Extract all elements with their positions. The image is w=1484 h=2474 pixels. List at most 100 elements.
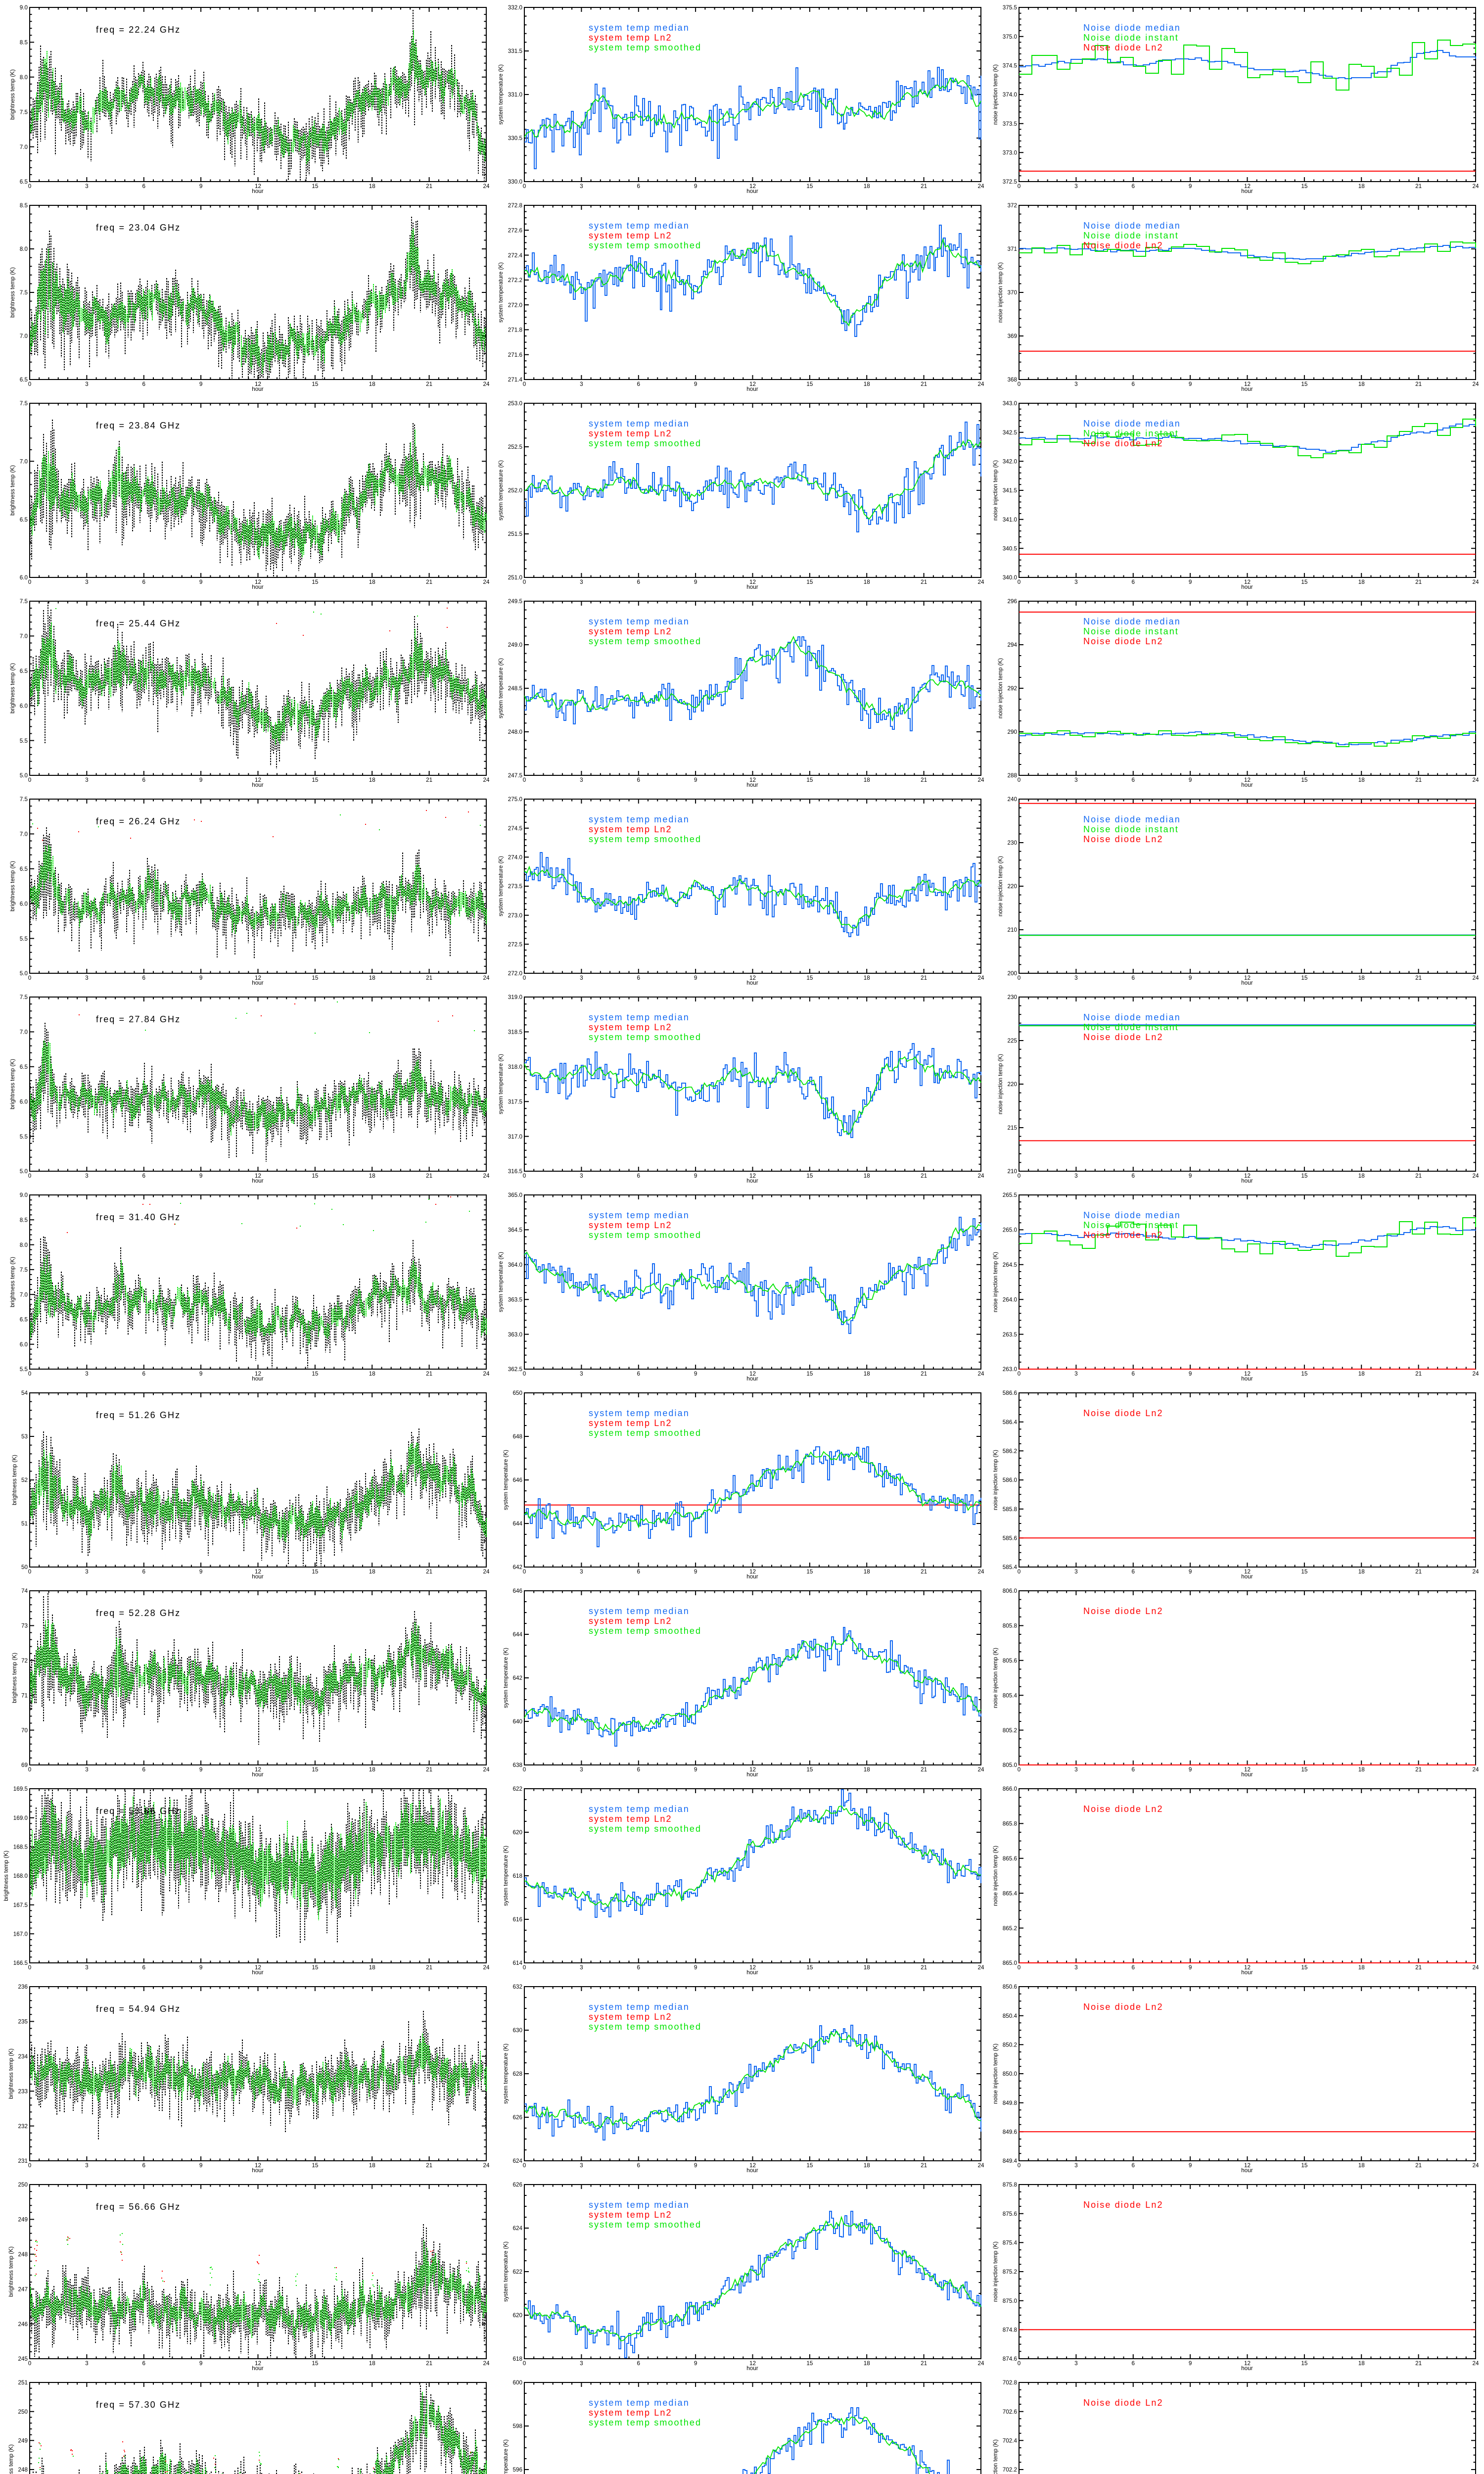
svg-text:272.5: 272.5 — [508, 942, 523, 948]
svg-text:865.6: 865.6 — [1003, 1856, 1017, 1862]
svg-text:626: 626 — [512, 2182, 522, 2188]
svg-text:247: 247 — [18, 2286, 28, 2292]
svg-text:3: 3 — [1074, 381, 1078, 387]
svg-text:system temp smoothed: system temp smoothed — [589, 43, 701, 52]
svg-text:21: 21 — [921, 2162, 927, 2169]
svg-text:7.0: 7.0 — [20, 144, 28, 150]
svg-text:8.0: 8.0 — [20, 246, 28, 252]
svg-text:24: 24 — [483, 381, 490, 387]
svg-text:Noise diode Ln2: Noise diode Ln2 — [1083, 438, 1163, 448]
svg-text:7.0: 7.0 — [20, 1291, 28, 1298]
svg-text:system temp median: system temp median — [589, 617, 690, 626]
svg-text:12: 12 — [749, 1766, 756, 1773]
svg-text:74: 74 — [21, 1588, 28, 1594]
svg-text:noise injection temp (K): noise injection temp (K) — [992, 2439, 999, 2474]
svg-text:865.2: 865.2 — [1003, 1925, 1017, 1932]
svg-text:5.0: 5.0 — [20, 772, 28, 779]
svg-text:3: 3 — [85, 579, 89, 585]
svg-text:18: 18 — [864, 1371, 870, 1377]
svg-text:system temperature (K): system temperature (K) — [498, 1252, 504, 1312]
svg-text:21: 21 — [426, 975, 432, 981]
svg-text:system temperature (K): system temperature (K) — [498, 64, 504, 125]
svg-text:system temp Ln2: system temp Ln2 — [589, 626, 672, 636]
svg-text:8.5: 8.5 — [20, 40, 28, 46]
svg-text:251.0: 251.0 — [508, 574, 523, 581]
svg-text:849.6: 849.6 — [1003, 2129, 1017, 2136]
svg-text:hour: hour — [252, 386, 264, 392]
svg-text:hour: hour — [1241, 584, 1253, 590]
svg-text:18: 18 — [864, 579, 870, 585]
svg-text:6: 6 — [1132, 2360, 1135, 2367]
svg-text:18: 18 — [864, 1569, 870, 1575]
svg-text:246: 246 — [18, 2321, 28, 2328]
svg-text:362.5: 362.5 — [508, 1366, 523, 1373]
svg-text:system temp smoothed: system temp smoothed — [589, 2022, 701, 2032]
svg-text:18: 18 — [864, 381, 870, 387]
svg-text:15: 15 — [312, 1569, 319, 1575]
svg-text:596: 596 — [512, 2467, 522, 2473]
svg-text:freq = 25.44 GHz: freq = 25.44 GHz — [96, 618, 181, 628]
svg-text:hour: hour — [1241, 1771, 1253, 1778]
svg-text:hour: hour — [746, 386, 758, 392]
svg-text:18: 18 — [864, 1766, 870, 1773]
svg-text:24: 24 — [483, 1371, 490, 1377]
svg-text:264.0: 264.0 — [1003, 1296, 1018, 1303]
svg-text:system temp smoothed: system temp smoothed — [589, 1626, 701, 1636]
svg-text:53: 53 — [21, 1433, 28, 1440]
svg-text:noise injection temp (K): noise injection temp (K) — [992, 1450, 999, 1510]
svg-text:15: 15 — [1301, 1173, 1308, 1179]
svg-text:Noise diode Ln2: Noise diode Ln2 — [1083, 636, 1163, 646]
svg-text:6: 6 — [1132, 777, 1135, 783]
svg-text:hour: hour — [252, 980, 264, 986]
svg-text:24: 24 — [977, 183, 984, 190]
svg-text:hour: hour — [252, 1178, 264, 1184]
svg-text:6: 6 — [637, 1371, 641, 1377]
svg-text:3: 3 — [580, 2360, 583, 2367]
svg-text:21: 21 — [921, 183, 927, 190]
svg-text:0: 0 — [28, 579, 32, 585]
svg-text:614: 614 — [512, 1960, 522, 1966]
svg-text:15: 15 — [1301, 1371, 1308, 1377]
svg-text:6.5: 6.5 — [20, 377, 28, 383]
svg-text:24: 24 — [1472, 1569, 1479, 1575]
svg-text:noise injection temp (K): noise injection temp (K) — [997, 262, 1004, 323]
svg-text:3: 3 — [580, 1569, 583, 1575]
svg-text:9: 9 — [694, 1569, 697, 1575]
svg-text:0: 0 — [28, 777, 32, 783]
svg-text:18: 18 — [864, 2162, 870, 2169]
svg-text:Noise diode instant: Noise diode instant — [1083, 1220, 1179, 1230]
svg-text:341.5: 341.5 — [1003, 487, 1018, 494]
svg-text:hour: hour — [252, 1573, 264, 1580]
svg-text:6: 6 — [142, 2360, 146, 2367]
svg-text:24: 24 — [977, 1766, 984, 1773]
svg-text:240: 240 — [1007, 796, 1017, 803]
svg-text:12: 12 — [255, 975, 261, 981]
svg-text:6: 6 — [1132, 1569, 1135, 1575]
svg-text:Noise diode instant: Noise diode instant — [1083, 1022, 1179, 1032]
svg-text:Noise diode Ln2: Noise diode Ln2 — [1083, 834, 1163, 844]
svg-text:system temp smoothed: system temp smoothed — [589, 2220, 701, 2230]
svg-text:noise injection temp (K): noise injection temp (K) — [992, 2241, 999, 2302]
svg-text:hour: hour — [746, 980, 758, 986]
svg-text:9: 9 — [1189, 183, 1192, 190]
svg-text:18: 18 — [369, 975, 375, 981]
svg-text:9: 9 — [694, 1766, 697, 1773]
svg-text:8.5: 8.5 — [20, 1217, 28, 1224]
svg-text:252.5: 252.5 — [508, 444, 523, 450]
svg-text:7.5: 7.5 — [20, 109, 28, 115]
svg-text:24: 24 — [977, 777, 984, 783]
svg-text:220: 220 — [1007, 883, 1017, 890]
svg-text:system temp Ln2: system temp Ln2 — [589, 1814, 672, 1824]
svg-text:3: 3 — [85, 381, 89, 387]
svg-text:0: 0 — [28, 1964, 32, 1971]
svg-text:805.4: 805.4 — [1003, 1692, 1018, 1699]
svg-text:865.0: 865.0 — [1003, 1960, 1018, 1966]
svg-text:6: 6 — [142, 1569, 146, 1575]
svg-text:6: 6 — [1132, 1371, 1135, 1377]
svg-text:24: 24 — [977, 381, 984, 387]
svg-text:hour: hour — [252, 188, 264, 194]
svg-text:372.5: 372.5 — [1003, 179, 1018, 185]
svg-text:3: 3 — [1074, 1173, 1078, 1179]
svg-text:Noise diode median: Noise diode median — [1083, 617, 1181, 626]
svg-text:849.4: 849.4 — [1003, 2158, 1018, 2164]
